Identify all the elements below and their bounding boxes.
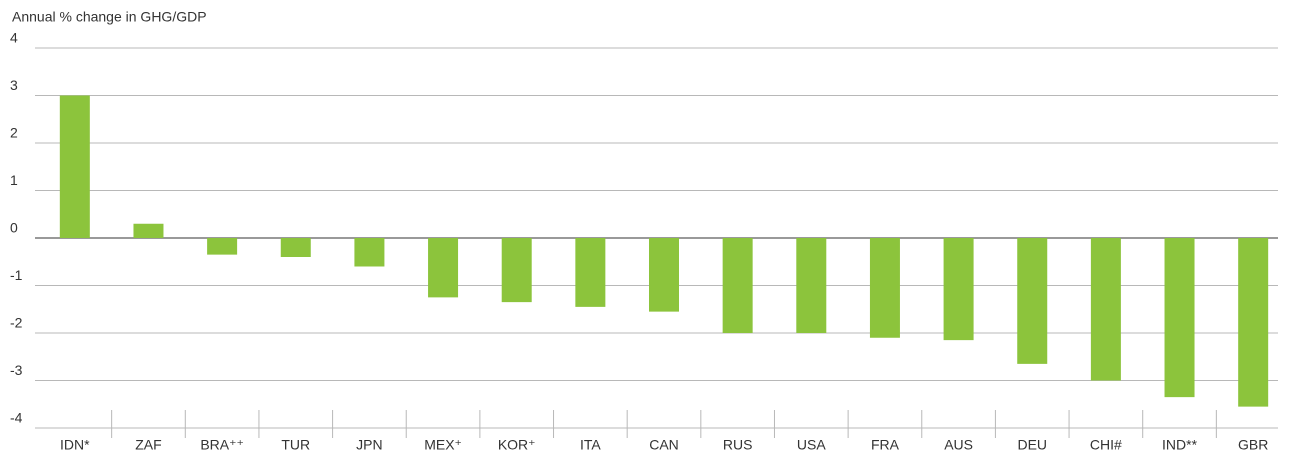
y-tick-label: 3 — [10, 77, 18, 93]
bar — [1238, 238, 1269, 407]
y-tick-label: 1 — [10, 172, 18, 188]
bar — [133, 223, 164, 238]
y-tick-label: -1 — [10, 267, 23, 283]
x-tick-label: KOR⁺ — [498, 437, 536, 453]
bar — [1090, 238, 1121, 381]
bar — [943, 238, 974, 341]
y-axis-label: Annual % change in GHG/GDP — [12, 9, 207, 25]
bar — [649, 238, 679, 312]
x-tick-label: CHI# — [1090, 437, 1122, 453]
x-tick-label: GBR — [1238, 437, 1268, 453]
x-tick-label: CAN — [649, 437, 679, 453]
bar — [869, 238, 900, 338]
y-tick-label: -4 — [10, 410, 23, 426]
x-tick-label: ITA — [580, 437, 601, 453]
bar — [428, 238, 459, 298]
y-tick-label: 4 — [10, 30, 18, 46]
bar — [1164, 238, 1195, 398]
x-tick-label: AUS — [944, 437, 973, 453]
y-tick-label: 2 — [10, 125, 18, 141]
y-tick-label: -2 — [10, 315, 23, 331]
bar — [796, 238, 827, 333]
x-tick-label: IDN* — [60, 437, 90, 453]
bar — [501, 238, 532, 303]
x-tick-label: ZAF — [135, 437, 161, 453]
x-tick-label: JPN — [356, 437, 382, 453]
x-tick-label: MEX⁺ — [424, 437, 462, 453]
x-tick-label: FRA — [871, 437, 900, 453]
bar — [280, 238, 311, 257]
bar — [575, 238, 606, 307]
x-tick-label: DEU — [1017, 437, 1047, 453]
bar — [354, 238, 385, 267]
x-tick-label: RUS — [723, 437, 753, 453]
x-tick-label: TUR — [281, 437, 310, 453]
x-tick-label: USA — [797, 437, 826, 453]
y-tick-label: 0 — [10, 220, 18, 236]
bar — [207, 238, 238, 255]
x-tick-label: BRA⁺⁺ — [200, 437, 244, 453]
bar — [1017, 238, 1048, 364]
bar — [59, 95, 90, 238]
y-tick-label: -3 — [10, 362, 23, 378]
bar — [722, 238, 753, 333]
x-tick-label: IND** — [1162, 437, 1198, 453]
